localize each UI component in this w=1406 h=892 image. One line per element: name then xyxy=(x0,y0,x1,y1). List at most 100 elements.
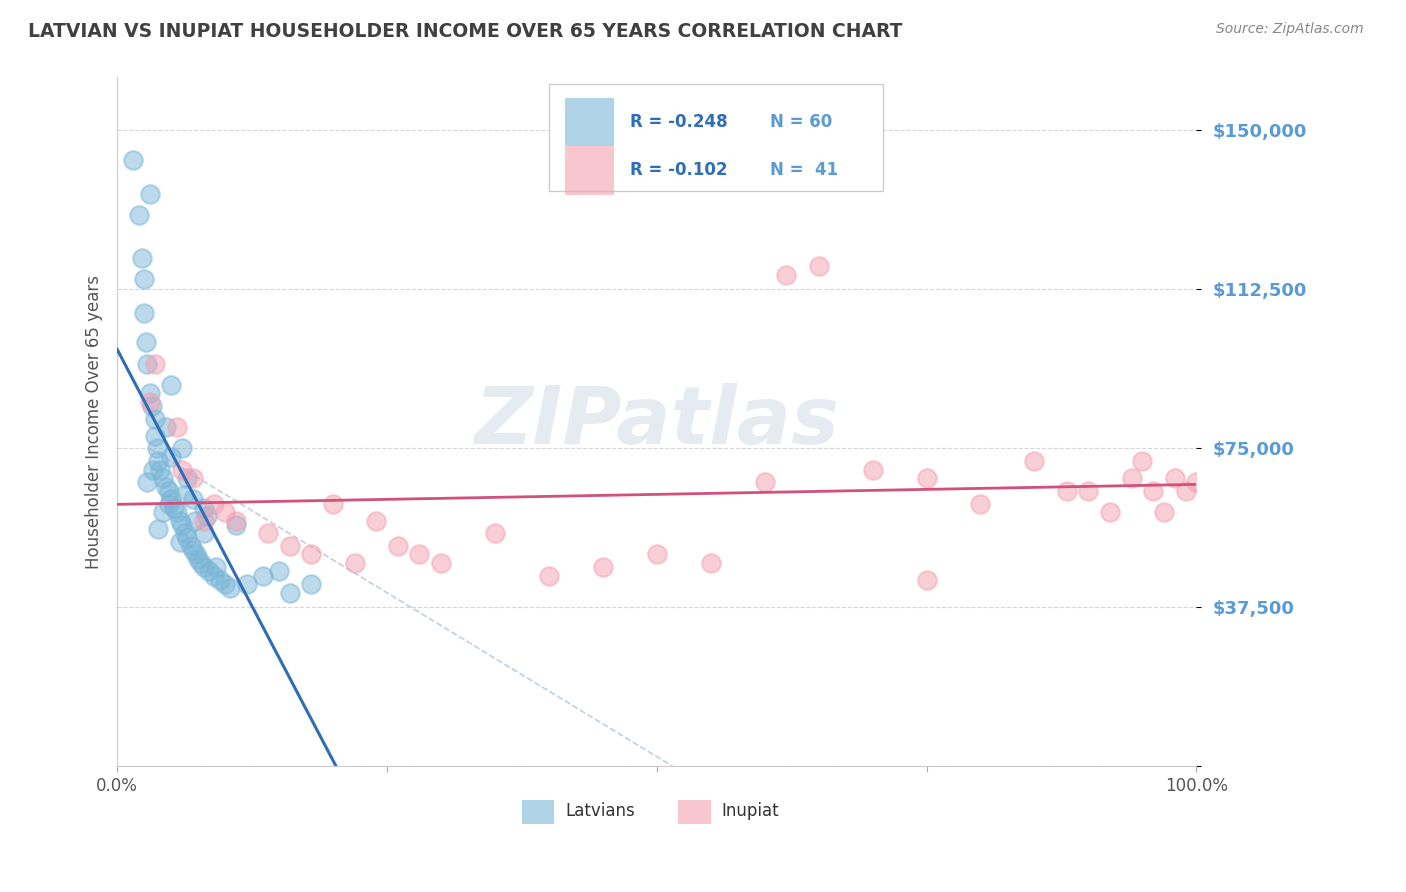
Point xyxy=(915,573,938,587)
Point xyxy=(235,577,257,591)
Point xyxy=(202,568,225,582)
Point xyxy=(181,471,204,485)
Point xyxy=(174,526,197,541)
Point xyxy=(148,454,170,468)
Point xyxy=(173,488,195,502)
Point xyxy=(754,475,776,490)
Point xyxy=(969,497,991,511)
Point xyxy=(537,568,560,582)
Text: R = -0.102: R = -0.102 xyxy=(630,161,727,179)
FancyBboxPatch shape xyxy=(548,85,883,191)
Point xyxy=(166,505,188,519)
Point xyxy=(1185,475,1208,490)
Point xyxy=(205,560,228,574)
Text: Latvians: Latvians xyxy=(565,802,634,821)
Point xyxy=(143,428,166,442)
Point xyxy=(152,505,174,519)
Point xyxy=(775,268,797,282)
Point xyxy=(134,272,156,286)
Point xyxy=(184,514,207,528)
Point xyxy=(181,543,204,558)
Point xyxy=(155,420,177,434)
Point xyxy=(149,463,172,477)
Point xyxy=(1098,505,1121,519)
Point xyxy=(699,556,721,570)
Point xyxy=(193,526,215,541)
Point xyxy=(807,259,830,273)
Point xyxy=(157,483,180,498)
Point xyxy=(366,514,388,528)
Text: Source: ZipAtlas.com: Source: ZipAtlas.com xyxy=(1216,22,1364,37)
Bar xyxy=(565,98,613,146)
Point xyxy=(1130,454,1153,468)
Point xyxy=(170,517,193,532)
Bar xyxy=(678,799,710,823)
Point xyxy=(187,551,209,566)
Point xyxy=(484,526,506,541)
Point xyxy=(343,556,366,570)
Bar xyxy=(565,146,613,194)
Point xyxy=(146,442,169,456)
Point xyxy=(122,153,145,168)
Point xyxy=(184,548,207,562)
Point xyxy=(138,394,160,409)
Point xyxy=(193,500,215,515)
Point xyxy=(193,560,215,574)
Point xyxy=(278,539,301,553)
Point xyxy=(148,522,170,536)
Point xyxy=(160,492,183,507)
Point xyxy=(214,577,236,591)
Point xyxy=(155,480,177,494)
Text: LATVIAN VS INUPIAT HOUSEHOLDER INCOME OVER 65 YEARS CORRELATION CHART: LATVIAN VS INUPIAT HOUSEHOLDER INCOME OV… xyxy=(28,22,903,41)
Point xyxy=(645,548,668,562)
Point xyxy=(163,500,186,515)
Point xyxy=(135,335,157,350)
Point xyxy=(915,471,938,485)
Point xyxy=(225,514,247,528)
Point xyxy=(1153,505,1175,519)
Point xyxy=(592,560,614,574)
Point xyxy=(166,420,188,434)
Point xyxy=(190,556,212,570)
Point xyxy=(278,585,301,599)
Text: Inupiat: Inupiat xyxy=(721,802,779,821)
Text: N =  41: N = 41 xyxy=(770,161,838,179)
Point xyxy=(322,497,344,511)
Point xyxy=(134,306,156,320)
Point xyxy=(202,497,225,511)
Point xyxy=(176,471,198,485)
Point xyxy=(195,509,218,524)
Point xyxy=(142,463,165,477)
Point xyxy=(160,450,183,464)
Point xyxy=(225,517,247,532)
Point xyxy=(1024,454,1046,468)
Point xyxy=(193,514,215,528)
Point xyxy=(138,187,160,202)
Point xyxy=(214,505,236,519)
Point xyxy=(299,577,322,591)
Point xyxy=(169,514,191,528)
Point xyxy=(143,411,166,425)
Point xyxy=(252,568,274,582)
Y-axis label: Householder Income Over 65 years: Householder Income Over 65 years xyxy=(86,275,103,569)
Point xyxy=(136,475,159,490)
Point xyxy=(862,463,884,477)
Point xyxy=(387,539,409,553)
Text: R = -0.248: R = -0.248 xyxy=(630,113,727,131)
Point xyxy=(219,582,242,596)
Point xyxy=(408,548,430,562)
Point xyxy=(1056,483,1078,498)
Point xyxy=(299,548,322,562)
Text: N = 60: N = 60 xyxy=(770,113,832,131)
Point xyxy=(169,534,191,549)
Point xyxy=(128,208,150,222)
Point xyxy=(170,442,193,456)
Point xyxy=(1121,471,1143,485)
Point xyxy=(267,565,290,579)
Point xyxy=(430,556,453,570)
Point xyxy=(160,377,183,392)
Bar xyxy=(522,799,554,823)
Point xyxy=(141,399,163,413)
Point xyxy=(152,471,174,485)
Point xyxy=(136,357,159,371)
